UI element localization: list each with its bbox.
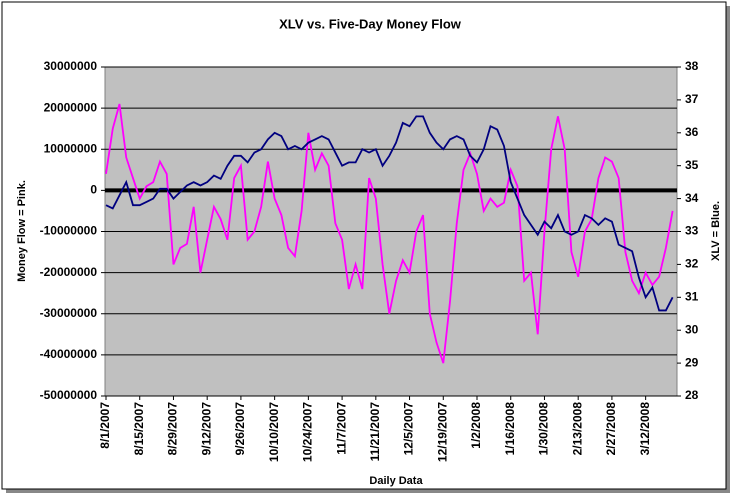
x-tick-label: 11/7/2007 — [334, 402, 348, 455]
y-tick-label: -10000000 — [40, 224, 98, 238]
y2-tick-label: 36 — [685, 125, 699, 139]
x-tick-label: 9/12/2007 — [199, 402, 213, 456]
x-tick-label: 10/10/2007 — [267, 402, 281, 462]
series-line — [105, 103, 674, 364]
y2-tick-label: 28 — [685, 388, 699, 402]
y-tick-label: 20000000 — [44, 100, 98, 114]
y2-axis-label: XLV = Blue. — [710, 201, 722, 261]
x-tick-label: 12/19/2007 — [435, 402, 449, 462]
x-axis-label: Daily Data — [369, 475, 423, 487]
y2-tick-label: 30 — [685, 322, 699, 336]
y-tick-label: -50000000 — [40, 388, 98, 402]
x-tick-label: 2/27/2008 — [604, 402, 618, 456]
x-tick-label: 1/2/2008 — [469, 402, 483, 449]
y-tick-label: -20000000 — [40, 265, 98, 279]
x-tick-label: 1/30/2008 — [537, 402, 551, 456]
y2-tick-label: 33 — [685, 224, 699, 238]
x-tick-label: 3/12/2008 — [638, 402, 652, 456]
y2-tick-label: 38 — [685, 59, 699, 73]
y2-tick-label: 31 — [685, 289, 699, 303]
y-tick-label: 30000000 — [44, 59, 98, 73]
y-axis-label: Money Flow = Pink. — [16, 180, 28, 282]
x-tick-label: 12/5/2007 — [402, 402, 416, 456]
y-tick-label: 0 — [90, 183, 97, 197]
x-tick-label: 8/15/2007 — [132, 402, 146, 456]
y-tick-label: 10000000 — [44, 141, 98, 155]
x-tick-label: 11/21/2007 — [368, 402, 382, 462]
x-tick-label: 8/29/2007 — [166, 402, 180, 456]
y-tick-label: -30000000 — [40, 306, 98, 320]
x-tick-label: 9/26/2007 — [233, 402, 247, 456]
x-tick-label: 2/13/2008 — [570, 402, 584, 456]
y-tick-label: -40000000 — [40, 347, 98, 361]
chart-title: XLV vs. Five-Day Money Flow — [279, 16, 462, 31]
x-tick-label: 10/24/2007 — [301, 402, 315, 462]
x-tick-label: 8/1/2007 — [98, 402, 112, 449]
y2-tick-label: 32 — [685, 257, 699, 271]
y2-tick-label: 34 — [685, 191, 699, 205]
y2-tick-label: 35 — [685, 158, 699, 172]
y2-tick-label: 29 — [685, 355, 699, 369]
x-tick-label: 1/16/2008 — [503, 402, 517, 456]
y2-tick-label: 37 — [685, 92, 699, 106]
series-line — [105, 115, 674, 312]
